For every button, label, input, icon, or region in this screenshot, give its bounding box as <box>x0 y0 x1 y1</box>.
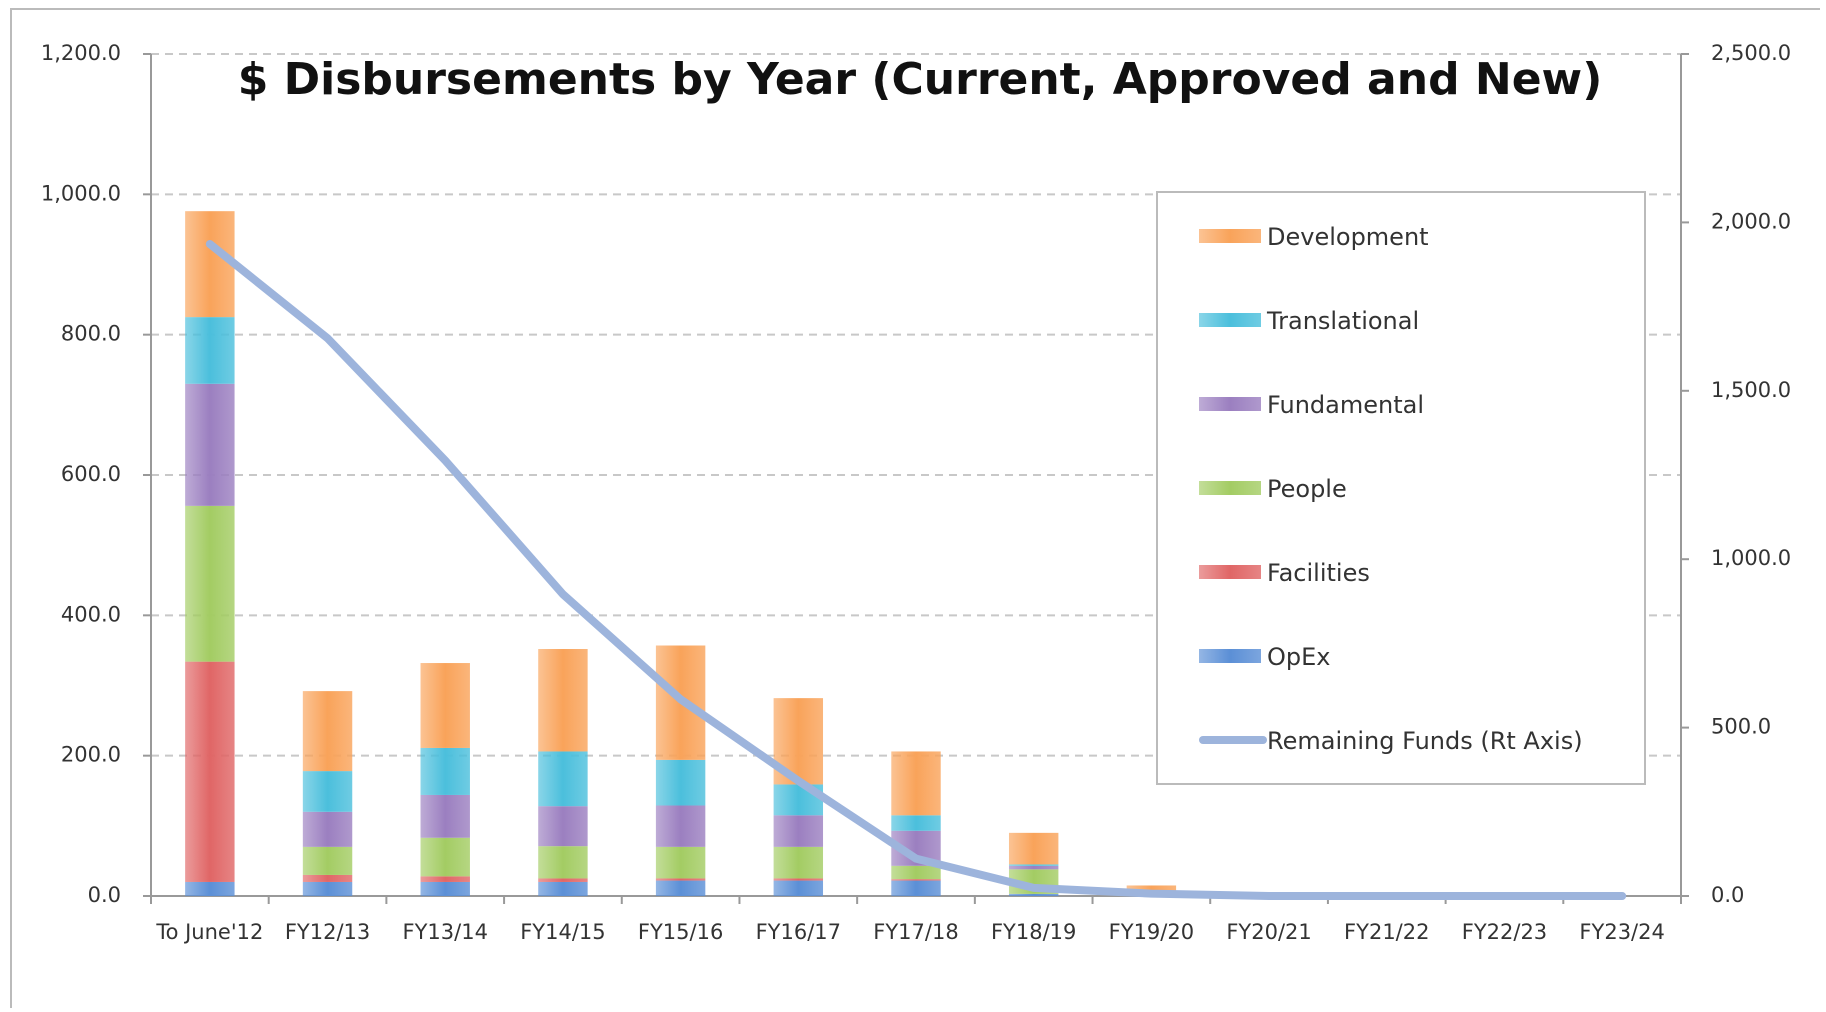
bar-segment <box>420 881 470 896</box>
bar-segment <box>302 811 353 847</box>
bar-segment <box>302 846 353 875</box>
bar-segment <box>538 649 588 752</box>
legend-label: Fundamental <box>1267 391 1424 419</box>
bar-segment <box>891 865 941 880</box>
x-tick-label: FY16/17 <box>755 920 842 944</box>
bar-segment <box>891 880 941 896</box>
bar-segment <box>773 846 824 879</box>
legend-label: Facilities <box>1267 559 1370 587</box>
bar-segment <box>891 751 941 816</box>
x-tick-label: FY17/18 <box>873 920 959 944</box>
y-tick-label: 600.0 <box>61 462 121 486</box>
legend-swatch <box>1199 397 1261 411</box>
bar-segment <box>302 881 353 896</box>
y2-tick-label: 500.0 <box>1711 715 1771 739</box>
legend-swatch <box>1199 313 1261 327</box>
x-tick-label: FY21/22 <box>1344 920 1430 944</box>
bar-segment <box>420 837 470 877</box>
line-series <box>205 239 1627 900</box>
y-tick-label: 1,000.0 <box>41 181 121 205</box>
y2-tick-label: 2,000.0 <box>1711 209 1791 233</box>
bar-segment <box>185 505 235 662</box>
x-tick-label: To June'12 <box>156 920 264 944</box>
legend-label: Remaining Funds (Rt Axis) <box>1267 727 1583 755</box>
x-tick-label: FY18/19 <box>990 920 1077 944</box>
bar-segment <box>185 317 235 384</box>
bar-segment <box>1008 864 1059 866</box>
bar-segment <box>538 846 588 879</box>
bar-segment <box>655 880 706 896</box>
bar-segment <box>773 815 824 847</box>
bar-segment <box>538 881 588 896</box>
bar-segment <box>538 806 588 847</box>
bar-segment <box>302 874 353 882</box>
legend-label: Development <box>1267 223 1429 251</box>
bar-segment <box>655 878 706 881</box>
y2-tick-label: 2,500.0 <box>1711 41 1791 65</box>
bar-segment <box>538 751 588 807</box>
bar-segment <box>302 691 353 772</box>
legend-swatch <box>1199 565 1261 579</box>
y-tick-label: 200.0 <box>61 743 121 767</box>
bar-segment <box>185 383 235 506</box>
x-tick-label: FY23/24 <box>1579 920 1665 944</box>
bar-segment <box>185 661 235 882</box>
y-tick-label: 800.0 <box>61 322 121 346</box>
bar-segment <box>420 663 470 748</box>
y-tick-label: 400.0 <box>61 602 121 626</box>
legend-swatch <box>1199 229 1261 243</box>
bar-segment <box>655 846 706 879</box>
x-tick-label: FY13/14 <box>402 920 488 944</box>
bar-segment <box>1008 832 1059 865</box>
x-tick-label: FY14/15 <box>520 920 606 944</box>
legend-label: Translational <box>1266 307 1419 335</box>
x-tick-label: FY15/16 <box>637 920 724 944</box>
legend-label: OpEx <box>1267 643 1331 671</box>
bar-segment <box>773 880 824 896</box>
bar-segment <box>302 771 353 812</box>
x-tick-label: FY12/13 <box>284 920 371 944</box>
y2-tick-label: 0.0 <box>1711 883 1744 907</box>
bar-segment <box>538 878 588 882</box>
bar-segment <box>891 815 941 831</box>
bar-segment <box>655 759 706 806</box>
legend-swatch <box>1199 481 1261 495</box>
bar-segment <box>891 879 941 881</box>
legend-label: People <box>1267 475 1347 503</box>
y2-tick-label: 1,500.0 <box>1711 378 1791 402</box>
chart-title: $ Disbursements by Year (Current, Approv… <box>238 54 1603 105</box>
bar-segment <box>1008 893 1059 896</box>
bar-segment <box>185 211 235 318</box>
y-tick-label: 0.0 <box>88 883 121 907</box>
bar-segment <box>773 878 824 881</box>
y2-tick-label: 1,000.0 <box>1711 546 1791 570</box>
bar-segment <box>420 747 470 795</box>
bar-segment <box>185 881 235 896</box>
y-tick-label: 1,200.0 <box>41 41 121 65</box>
x-tick-label: FY22/23 <box>1461 920 1548 944</box>
x-tick-label: FY20/21 <box>1226 920 1312 944</box>
bar-segment <box>655 805 706 847</box>
legend-swatch <box>1199 649 1261 663</box>
bar-segment <box>420 794 470 838</box>
x-tick-label: FY19/20 <box>1108 920 1195 944</box>
bar-segment <box>1008 865 1059 870</box>
bar-segment <box>420 876 470 882</box>
chart-frame <box>10 8 1820 1008</box>
